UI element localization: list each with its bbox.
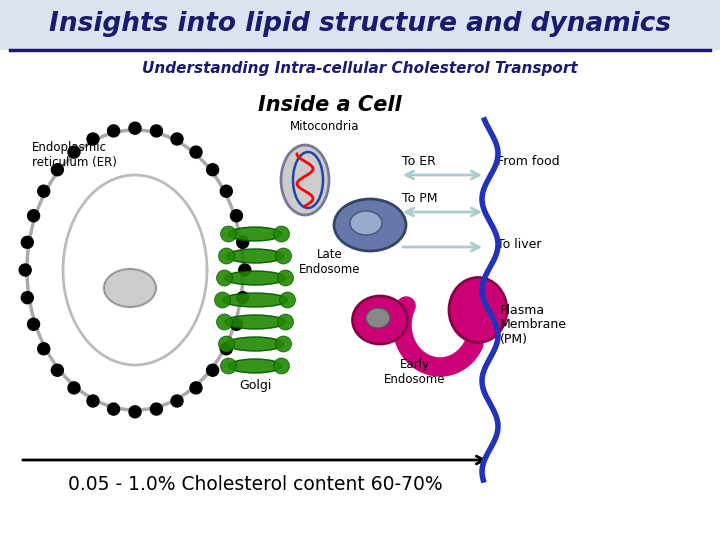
Text: To liver: To liver — [497, 238, 541, 251]
Circle shape — [237, 237, 248, 248]
Text: Understanding Intra-cellular Cholesterol Transport: Understanding Intra-cellular Cholesterol… — [142, 60, 578, 76]
Text: 0.05 - 1.0% Cholesterol content 60-70%: 0.05 - 1.0% Cholesterol content 60-70% — [68, 476, 442, 495]
Ellipse shape — [449, 278, 507, 342]
Circle shape — [207, 164, 219, 176]
Ellipse shape — [350, 211, 382, 235]
Circle shape — [37, 185, 50, 197]
Circle shape — [171, 395, 183, 407]
Circle shape — [129, 122, 141, 134]
Ellipse shape — [104, 269, 156, 307]
Circle shape — [276, 336, 292, 352]
Circle shape — [274, 358, 289, 374]
Text: Late
Endosome: Late Endosome — [300, 248, 361, 276]
Circle shape — [217, 314, 233, 330]
Circle shape — [107, 403, 120, 415]
Text: From food: From food — [497, 155, 559, 168]
Circle shape — [220, 185, 233, 197]
Circle shape — [217, 270, 233, 286]
Circle shape — [218, 248, 235, 264]
Circle shape — [220, 358, 236, 374]
Circle shape — [239, 264, 251, 276]
Text: Golgi: Golgi — [239, 379, 271, 392]
Circle shape — [279, 292, 295, 308]
Circle shape — [230, 318, 243, 330]
Circle shape — [220, 343, 233, 355]
Circle shape — [27, 210, 40, 222]
Circle shape — [220, 226, 236, 242]
Text: Mitocondria: Mitocondria — [290, 120, 359, 133]
Circle shape — [277, 270, 294, 286]
Ellipse shape — [227, 337, 284, 351]
Circle shape — [68, 146, 80, 158]
Circle shape — [22, 237, 33, 248]
Ellipse shape — [228, 227, 282, 241]
Circle shape — [150, 125, 163, 137]
Circle shape — [37, 343, 50, 355]
Circle shape — [19, 264, 31, 276]
Text: Insights into lipid structure and dynamics: Insights into lipid structure and dynami… — [49, 11, 671, 37]
Circle shape — [150, 403, 163, 415]
Circle shape — [27, 318, 40, 330]
Text: Early
Endosome: Early Endosome — [384, 358, 446, 386]
Circle shape — [190, 146, 202, 158]
Text: Plasma
Membrane
(PM): Plasma Membrane (PM) — [500, 303, 567, 347]
Text: To PM: To PM — [402, 192, 438, 205]
Circle shape — [51, 164, 63, 176]
Ellipse shape — [228, 359, 282, 373]
Circle shape — [51, 364, 63, 376]
Ellipse shape — [366, 308, 390, 328]
Circle shape — [107, 125, 120, 137]
Circle shape — [230, 210, 243, 222]
Ellipse shape — [225, 315, 286, 329]
Ellipse shape — [353, 296, 408, 344]
Circle shape — [190, 382, 202, 394]
Circle shape — [215, 292, 230, 308]
Text: Endoplasmic
reticulum (ER): Endoplasmic reticulum (ER) — [32, 141, 117, 169]
Circle shape — [237, 292, 248, 303]
Circle shape — [276, 248, 292, 264]
FancyBboxPatch shape — [0, 0, 720, 50]
Ellipse shape — [281, 145, 329, 215]
Circle shape — [68, 382, 80, 394]
Ellipse shape — [225, 271, 286, 285]
Circle shape — [207, 364, 219, 376]
Circle shape — [22, 292, 33, 303]
Circle shape — [171, 133, 183, 145]
Circle shape — [277, 314, 294, 330]
Circle shape — [87, 395, 99, 407]
Ellipse shape — [227, 249, 284, 263]
Ellipse shape — [334, 199, 406, 251]
Circle shape — [274, 226, 289, 242]
Text: To ER: To ER — [402, 155, 436, 168]
Text: Inside a Cell: Inside a Cell — [258, 95, 402, 115]
Ellipse shape — [222, 293, 287, 307]
Circle shape — [87, 133, 99, 145]
Circle shape — [218, 336, 235, 352]
Circle shape — [129, 406, 141, 418]
